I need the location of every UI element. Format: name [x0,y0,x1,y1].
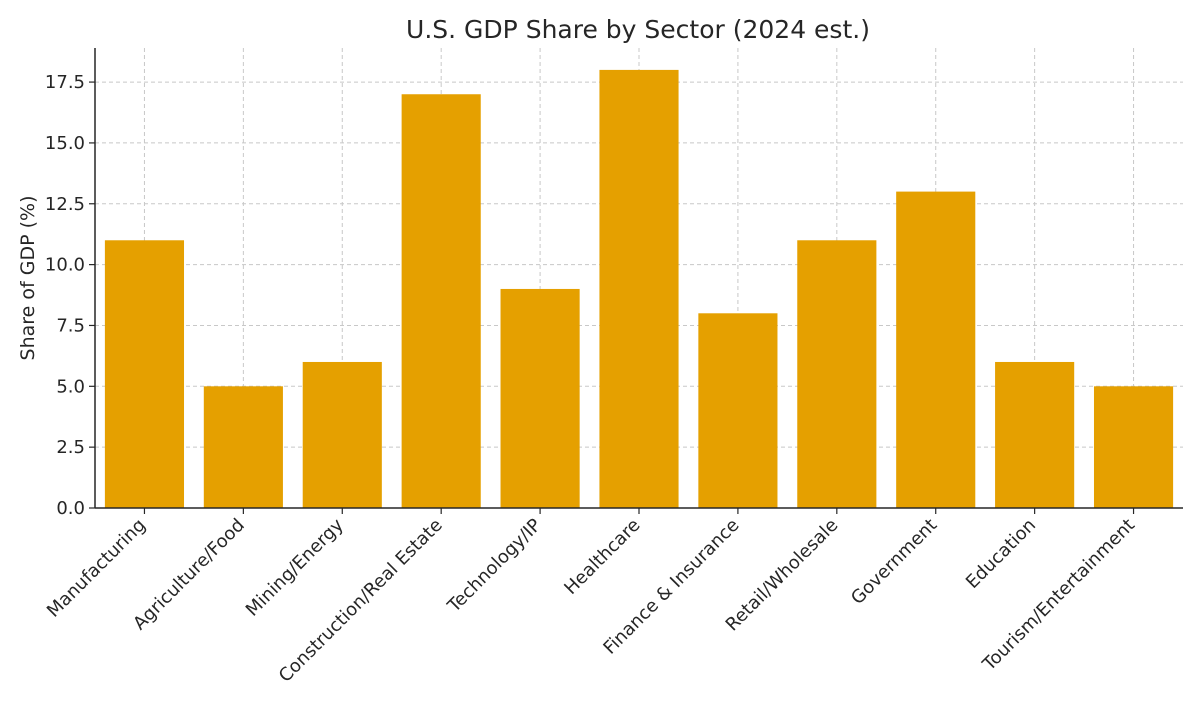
bar-agriculture-food [203,386,283,508]
bar-retail-wholesale [797,240,877,508]
bar-healthcare [599,69,679,509]
x-ticks: ManufacturingAgriculture/FoodMining/Ener… [43,508,1139,687]
x-tick-label: Technology/IP [443,515,546,618]
x-tick-label: Manufacturing [43,515,150,622]
x-tick-label: Government [847,515,941,609]
bar-finance-insurance [698,313,778,508]
bar-manufacturing [104,240,185,508]
y-axis-label: Share of GDP (%) [17,196,39,361]
bars [104,69,1174,509]
x-tick-label: Construction/Real Estate [275,515,447,687]
y-tick-label: 2.5 [56,437,85,458]
y-ticks: 0.0 2.5 5.0 7.5 10.0 12.5 15.0 17.5 [45,72,95,519]
y-tick-label: 5.0 [56,376,85,397]
y-tick-label: 7.5 [56,315,85,336]
bar-tourism-entertainment [1093,386,1174,508]
bar-construction-real-estate [401,94,481,509]
x-tick-label: Agriculture/Food [129,515,249,635]
bar-government [896,191,976,508]
x-tick-label: Healthcare [560,515,644,599]
y-tick-label: 10.0 [45,255,85,276]
y-tick-label: 17.5 [45,72,85,93]
x-tick-label: Mining/Energy [242,514,348,620]
bar-education [995,361,1075,508]
y-tick-label: 15.0 [45,133,85,154]
y-tick-label: 0.0 [56,498,85,519]
bar-mining-energy [302,361,382,508]
x-tick-label: Education [962,515,1040,593]
chart-title: U.S. GDP Share by Sector (2024 est.) [406,15,870,44]
y-tick-label: 12.5 [45,194,85,215]
bar-technology-ip [500,288,580,508]
